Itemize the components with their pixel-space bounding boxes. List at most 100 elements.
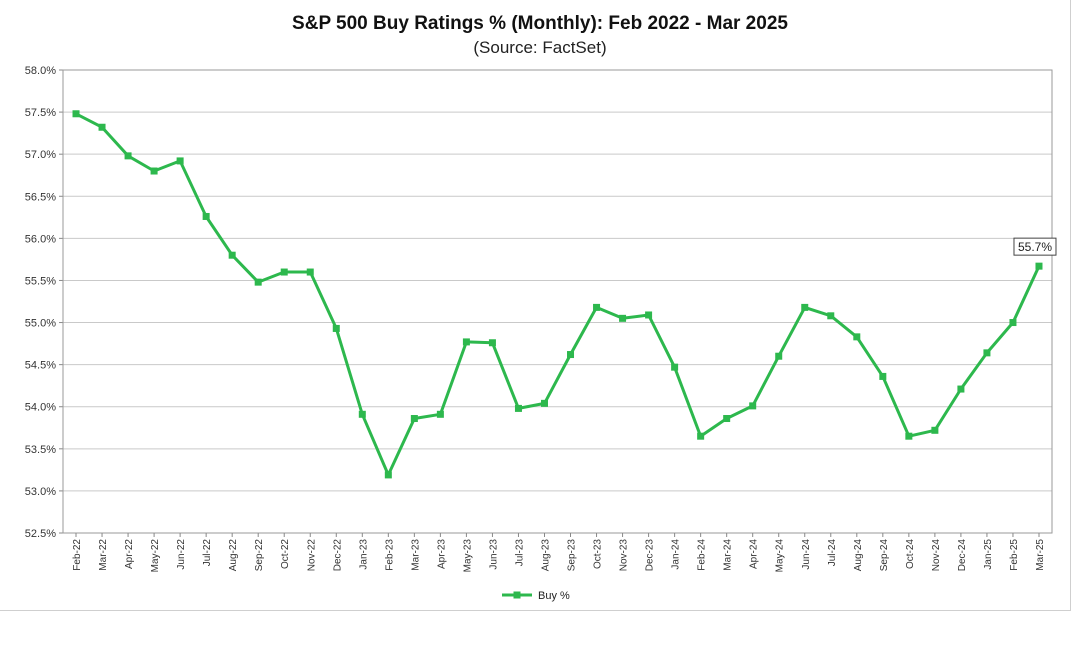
x-tick-label: Apr-22: [124, 539, 135, 569]
data-point: [853, 333, 861, 341]
x-tick-label: Feb-22: [72, 539, 83, 571]
y-tick-label: 54.5%: [25, 360, 56, 372]
x-tick-label: Jul-24: [827, 539, 838, 567]
x-tick-label: Aug-22: [228, 539, 239, 572]
data-point: [671, 363, 679, 371]
data-point: [488, 339, 496, 347]
data-point: [905, 432, 913, 440]
data-point: [436, 410, 444, 418]
x-tick-label: Dec-23: [645, 539, 656, 572]
data-point: [462, 338, 470, 346]
y-tick-label: 57.0%: [25, 149, 56, 161]
data-point: [280, 268, 288, 276]
x-tick-label: Mar-22: [98, 539, 109, 571]
data-point: [358, 410, 366, 418]
annotation-box: [1013, 237, 1057, 256]
chart-frame: [0, 0, 1071, 611]
y-axis-ticks: 52.5% 53.0% 53.5% 54.0% 54.5% 55.0% 55.5% 56.0%…: [25, 65, 56, 540]
x-tick-label: Nov-24: [931, 539, 942, 572]
data-point: [879, 372, 887, 380]
x-tick-label: Jun-22: [176, 539, 187, 570]
data-point: [254, 278, 262, 286]
x-tick-label: Jan-23: [358, 539, 369, 570]
chart-subtitle: (Source: FactSet): [473, 38, 606, 57]
gridlines: [59, 69, 1053, 534]
data-point: [957, 385, 965, 393]
data-point: [749, 402, 757, 410]
x-tick-label: May-24: [775, 539, 786, 573]
data-point: [775, 352, 783, 360]
x-tick-label: Mar-25: [1035, 539, 1046, 571]
data-point: [98, 123, 106, 131]
y-tick-label: 56.5%: [25, 191, 56, 203]
data-point: [593, 303, 601, 311]
last-value-annotation: 55.7%: [1013, 237, 1057, 256]
x-tick-label: Dec-22: [332, 539, 343, 572]
legend-label: Buy %: [538, 590, 570, 602]
y-tick-label: 58.0%: [25, 65, 56, 77]
series-buy-pct: [72, 110, 1043, 479]
y-tick-label: 55.5%: [25, 275, 56, 287]
x-tick-label: Sep-24: [879, 539, 890, 572]
data-point: [1009, 319, 1017, 327]
data-point: [514, 404, 522, 412]
data-point: [697, 432, 705, 440]
x-tick-label: Apr-24: [749, 539, 760, 569]
data-point: [931, 426, 939, 434]
data-point: [332, 324, 340, 332]
x-tick-label: Mar-23: [410, 539, 421, 571]
data-point: [619, 314, 627, 322]
x-tick-label: Feb-23: [384, 539, 395, 571]
x-tick-label: Oct-23: [593, 539, 604, 569]
series-line: [75, 112, 1041, 477]
x-tick-label: Nov-23: [619, 539, 630, 572]
x-tick-label: Feb-24: [697, 539, 708, 571]
data-point: [150, 167, 158, 175]
data-point: [567, 351, 575, 359]
data-point: [306, 268, 314, 276]
legend: Buy %: [502, 590, 570, 602]
annotation-label: 55.7%: [1018, 240, 1052, 254]
legend-swatch-marker: [513, 591, 521, 599]
data-point: [202, 212, 210, 220]
data-point: [540, 399, 548, 407]
x-tick-label: Dec-24: [957, 539, 968, 572]
x-tick-label: Oct-24: [905, 539, 916, 569]
x-tick-label: Jun-23: [488, 539, 499, 570]
data-point: [410, 415, 418, 423]
y-tick-label: 54.0%: [25, 402, 56, 414]
x-tick-label: Jan-25: [983, 539, 994, 570]
x-axis-ticks: Feb-22 Mar-22 Apr-22 May-22 Jun-22 Jul-22 Aug-…: [72, 533, 1046, 572]
data-point: [72, 110, 80, 118]
data-point: [1035, 262, 1043, 270]
y-tick-label: 53.5%: [25, 444, 56, 456]
y-tick-label: 53.0%: [25, 486, 56, 498]
data-point: [723, 415, 731, 423]
data-point: [124, 152, 132, 160]
plot-area: [62, 69, 1053, 534]
x-tick-label: Sep-22: [254, 539, 265, 572]
x-tick-label: Jul-23: [514, 539, 525, 567]
data-point: [827, 312, 835, 320]
x-tick-label: Jan-24: [671, 539, 682, 570]
y-tick-label: 57.5%: [25, 107, 56, 119]
x-tick-label: Apr-23: [436, 539, 447, 569]
x-tick-label: May-22: [150, 539, 161, 573]
y-tick-label: 55.0%: [25, 318, 56, 330]
x-tick-label: May-23: [462, 539, 473, 573]
data-point: [176, 157, 184, 165]
x-tick-label: Oct-22: [280, 539, 291, 569]
y-tick-label: 52.5%: [25, 528, 56, 540]
x-tick-label: Feb-25: [1009, 539, 1020, 571]
data-point: [645, 311, 653, 319]
x-tick-label: Aug-23: [540, 539, 551, 572]
data-point: [228, 251, 236, 259]
x-tick-label: Jul-22: [202, 539, 213, 567]
x-tick-label: Aug-24: [853, 539, 864, 572]
data-point: [983, 349, 991, 357]
data-point: [801, 303, 809, 311]
data-point: [384, 471, 392, 479]
x-tick-label: Sep-23: [567, 539, 578, 572]
x-tick-label: Nov-22: [306, 539, 317, 572]
